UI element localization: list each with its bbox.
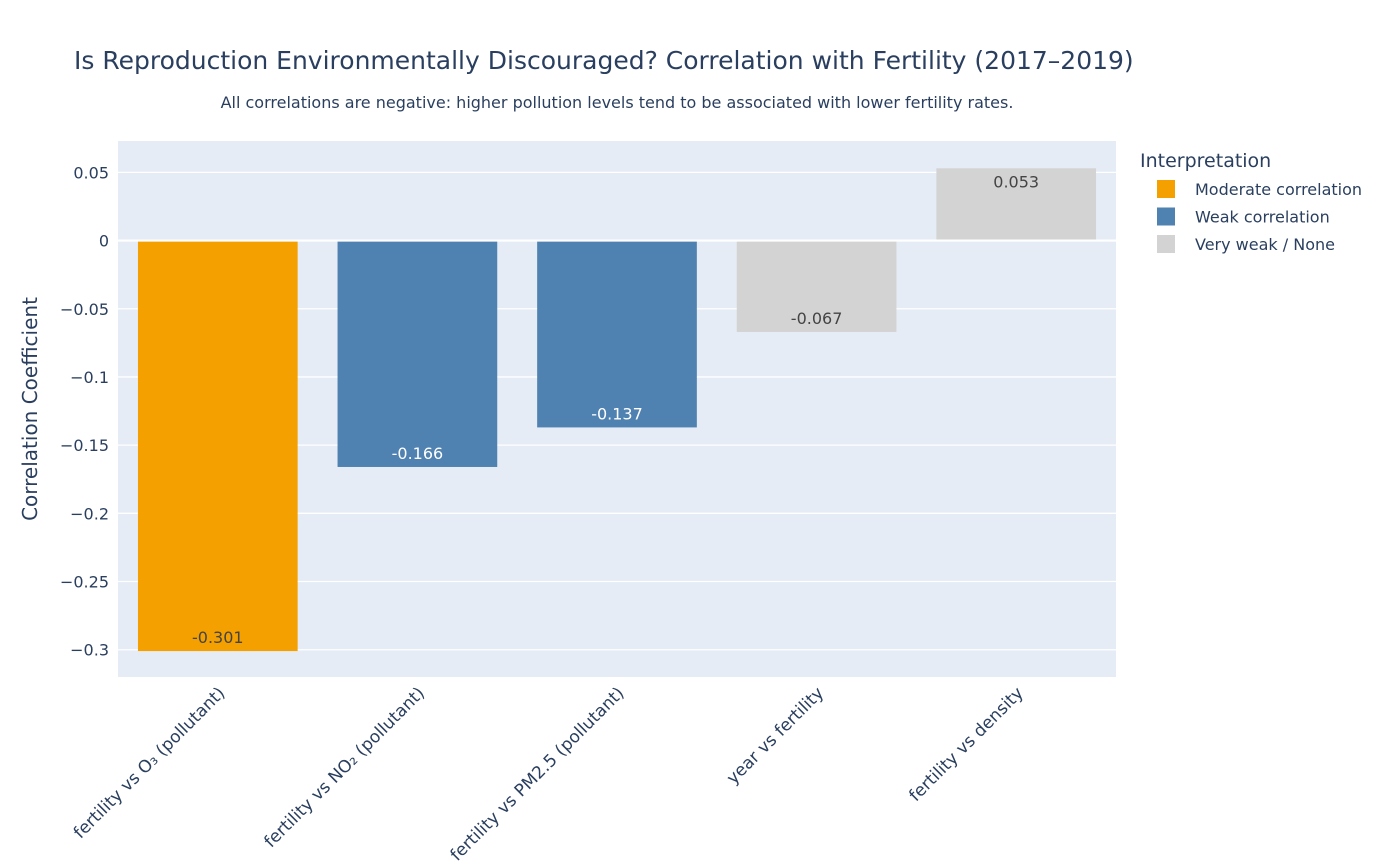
y-tick-label-3: −0.05 [60, 300, 109, 319]
x-tick-label-4: year vs fertility [723, 683, 828, 788]
y-tick-label-6: −0.2 [70, 504, 109, 523]
bar-value-label-1: -0.301 [192, 628, 244, 647]
bar-2 [337, 240, 498, 467]
y-tick-label-5: −0.15 [60, 436, 109, 455]
legend-label-3: Very weak / None [1195, 235, 1335, 254]
legend-swatch-1 [1157, 180, 1175, 198]
legend: Interpretation Moderate correlation Weak … [1140, 150, 1362, 254]
bar-value-label-3: -0.137 [591, 404, 643, 423]
y-axis-ticks: 0.05 0 −0.05 −0.1 −0.15 −0.2 −0.25 −0.3 [60, 163, 109, 659]
legend-swatch-3 [1157, 235, 1175, 253]
legend-items: Moderate correlation Weak correlation Very… [1157, 180, 1362, 254]
bar-3 [537, 240, 697, 428]
x-tick-label-3: fertility vs PM2.5 (pollutant) [447, 683, 629, 865]
bar-1 [137, 240, 298, 652]
y-tick-label-2: 0 [99, 232, 109, 251]
bar-5 [936, 168, 1097, 241]
bar-value-labels: -0.301 -0.166 -0.137 -0.067 0.053 [192, 172, 1039, 647]
chart-subtitle: All correlations are negative: higher po… [221, 93, 1014, 112]
y-axis-title: Correlation Coefficient [18, 297, 42, 521]
bar-value-label-5: 0.053 [993, 172, 1039, 191]
bars [137, 168, 1097, 652]
x-axis-ticks: fertility vs O₃ (pollutant) fertility vs … [70, 683, 1028, 865]
x-tick-label-5: fertility vs density [905, 683, 1027, 805]
legend-title: Interpretation [1140, 150, 1271, 172]
x-tick-label-2: fertility vs NO₂ (pollutant) [260, 683, 428, 851]
bar-4 [736, 240, 897, 332]
y-tick-label-4: −0.1 [70, 368, 109, 387]
legend-label-1: Moderate correlation [1195, 180, 1362, 199]
x-tick-label-1: fertility vs O₃ (pollutant) [70, 683, 229, 842]
legend-label-2: Weak correlation [1195, 208, 1330, 227]
y-tick-label-1: 0.05 [73, 163, 109, 182]
y-tick-label-8: −0.3 [70, 641, 109, 660]
chart-title: Is Reproduction Environmentally Discoura… [74, 46, 1134, 75]
bar-value-label-2: -0.166 [392, 444, 444, 463]
legend-swatch-2 [1157, 207, 1175, 226]
bar-value-label-4: -0.067 [791, 309, 843, 328]
y-tick-label-7: −0.25 [60, 573, 109, 592]
